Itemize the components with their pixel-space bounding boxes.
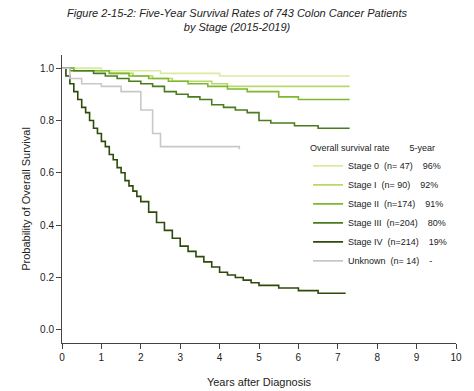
- svg-text:0.8: 0.8: [40, 115, 54, 126]
- svg-text:8: 8: [374, 352, 380, 363]
- svg-text:0: 0: [59, 352, 65, 363]
- svg-text:10: 10: [450, 352, 462, 363]
- svg-text:6: 6: [296, 352, 302, 363]
- svg-text:Stage III (n=204) 80%: Stage III (n=204) 80%: [348, 218, 446, 228]
- svg-text:0.2: 0.2: [40, 272, 54, 283]
- svg-text:2: 2: [138, 352, 144, 363]
- svg-text:Stage II (n=174) 91%: Stage II (n=174) 91%: [348, 199, 443, 209]
- svg-text:Stage IV (n=214) 19%: Stage IV (n=214) 19%: [348, 237, 447, 247]
- svg-text:Stage 0 (n= 47) 96%: Stage 0 (n= 47) 96%: [348, 161, 441, 171]
- svg-text:0.0: 0.0: [40, 324, 54, 335]
- svg-text:0.6: 0.6: [40, 167, 54, 178]
- svg-text:1: 1: [99, 352, 105, 363]
- svg-text:Years after Diagnosis: Years after Diagnosis: [207, 376, 312, 388]
- svg-text:9: 9: [414, 352, 420, 363]
- svg-text:1.0: 1.0: [40, 63, 54, 74]
- svg-text:Overall survival rate 5: Overall survival rate 5-year: [310, 143, 435, 153]
- svg-text:0.4: 0.4: [40, 220, 54, 231]
- svg-text:Unknown (n= 14) -: Unknown (n= 14) -: [348, 256, 432, 266]
- svg-text:Figure 2-15-2: Five-Year Survi: Figure 2-15-2: Five-Year Survival Rates …: [67, 7, 407, 33]
- svg-text:Probability of Overall Surviva: Probability of Overall Survival: [20, 127, 32, 271]
- svg-text:Stage I (n= 90) 92%: Stage I (n= 90) 92%: [348, 180, 438, 190]
- svg-text:5: 5: [256, 352, 262, 363]
- svg-text:4: 4: [217, 352, 223, 363]
- svg-text:7: 7: [335, 352, 341, 363]
- svg-text:3: 3: [177, 352, 183, 363]
